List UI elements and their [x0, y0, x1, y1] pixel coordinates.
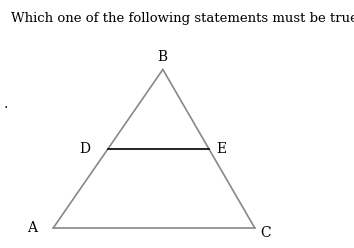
- Text: D: D: [79, 142, 91, 156]
- Text: A: A: [27, 221, 37, 235]
- Text: .: .: [4, 97, 8, 111]
- Text: C: C: [260, 226, 271, 240]
- Text: E: E: [216, 142, 226, 156]
- Text: Which one of the following statements must be true?: Which one of the following statements mu…: [11, 12, 354, 25]
- Text: B: B: [158, 50, 168, 64]
